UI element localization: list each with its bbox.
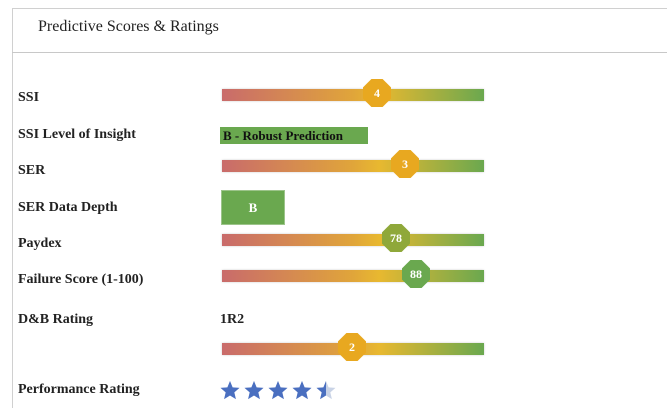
- badge: B: [221, 190, 285, 225]
- gauge-marker: 3: [391, 150, 419, 178]
- badge: B - Robust Prediction: [220, 127, 368, 144]
- gauge-marker: 4: [363, 79, 391, 107]
- row-label: SER: [18, 163, 46, 178]
- row-label: SSI Level of Insight: [18, 127, 136, 142]
- star: [244, 381, 264, 400]
- divider: [12, 52, 667, 53]
- row-label: SER Data Depth: [18, 200, 118, 215]
- gauge-marker: 78: [382, 224, 410, 252]
- row-label: D&B Rating: [18, 312, 94, 327]
- star: [292, 381, 312, 400]
- star: [220, 381, 240, 400]
- gauge-bar: [222, 89, 484, 101]
- row-label: Paydex: [18, 236, 62, 251]
- row-value: 1R2: [220, 312, 245, 327]
- frame: [12, 8, 667, 408]
- row-label: Performance Rating: [18, 382, 140, 397]
- star-rating: [220, 381, 336, 400]
- gauge-marker: 88: [402, 260, 430, 288]
- star: [268, 381, 288, 400]
- gauge-marker: 2: [338, 333, 366, 361]
- row-label: Failure Score (1-100): [18, 272, 144, 287]
- row-label: SSI: [18, 90, 40, 105]
- gauge-bar: [222, 234, 484, 246]
- gauge-bar: [222, 270, 484, 282]
- star: [316, 381, 326, 400]
- gauge-bar: [222, 160, 484, 172]
- star-fill: [220, 381, 326, 400]
- panel-title: Predictive Scores & Ratings: [38, 18, 219, 35]
